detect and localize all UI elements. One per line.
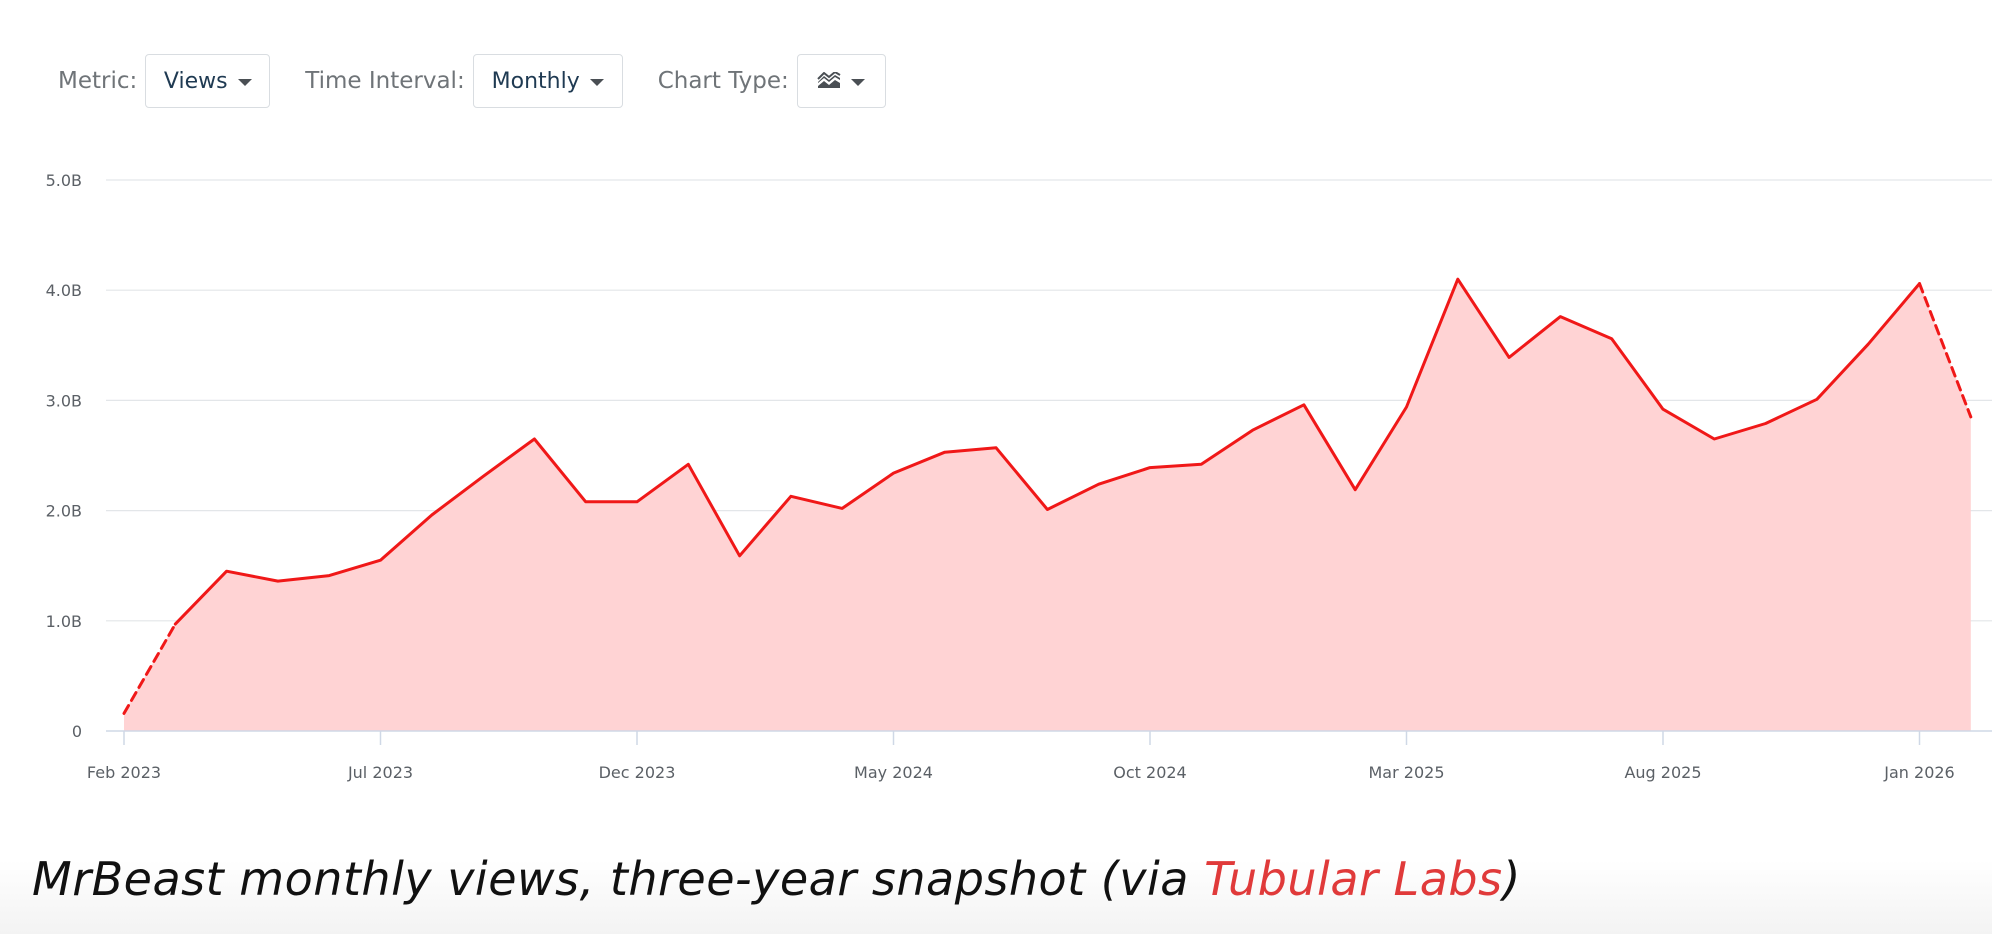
chart-type-dropdown[interactable] xyxy=(796,54,886,108)
time-interval-dropdown[interactable]: Monthly xyxy=(472,54,623,108)
y-tick-label: 3.0B xyxy=(46,391,82,410)
tubular-labs-link[interactable]: Tubular Labs xyxy=(1204,852,1503,906)
chart-caption: MrBeast monthly views, three-year snapsh… xyxy=(32,852,1521,906)
x-tick-label: Oct 2024 xyxy=(1113,763,1186,782)
x-tick-label: Feb 2023 xyxy=(87,763,161,782)
x-tick-label: Mar 2025 xyxy=(1369,763,1445,782)
y-tick-label: 5.0B xyxy=(46,171,82,190)
caret-down-icon xyxy=(851,78,866,86)
chart-controls: Metric: Views Time Interval: Monthly Cha… xyxy=(58,53,921,109)
y-tick-label: 1.0B xyxy=(46,612,82,631)
y-tick-label: 0 xyxy=(72,722,82,741)
series-line xyxy=(173,277,1921,626)
series-line-partial-end xyxy=(1918,282,1973,419)
views-area-chart: 0 1.0B 2.0B 3.0B 4.0B 5.0B Feb 2023 Jul 2023 Dec… xyxy=(46,171,1992,782)
caption-text: MrBeast monthly views, three-year snapsh… xyxy=(32,852,1205,906)
caption-text-end: ) xyxy=(1502,852,1521,906)
time-interval-label: Time Interval: xyxy=(305,68,465,94)
y-tick-label: 4.0B xyxy=(46,281,82,300)
area-layer xyxy=(124,279,1971,731)
metric-label: Metric: xyxy=(58,68,138,94)
x-tick-label: May 2024 xyxy=(854,763,933,782)
y-tick-label: 2.0B xyxy=(46,502,82,521)
metric-value: Views xyxy=(163,68,228,94)
chart-type-label: Chart Type: xyxy=(657,68,789,94)
axes: 0 1.0B 2.0B 3.0B 4.0B 5.0B Feb 2023 Jul 2023 Dec… xyxy=(46,171,1992,782)
metric-dropdown[interactable]: Views xyxy=(145,54,271,108)
area-chart-icon xyxy=(817,72,841,88)
caret-down-icon xyxy=(589,78,604,86)
caret-down-icon xyxy=(237,78,252,86)
series-line-partial-start xyxy=(122,622,177,715)
area-fill xyxy=(124,279,1971,731)
time-interval-value: Monthly xyxy=(491,68,580,94)
x-tick-label: Jan 2026 xyxy=(1883,763,1954,782)
x-tick-label: Aug 2025 xyxy=(1624,763,1701,782)
x-tick-label: Dec 2023 xyxy=(599,763,676,782)
x-tick-label: Jul 2023 xyxy=(347,763,413,782)
series-line xyxy=(122,277,1973,715)
